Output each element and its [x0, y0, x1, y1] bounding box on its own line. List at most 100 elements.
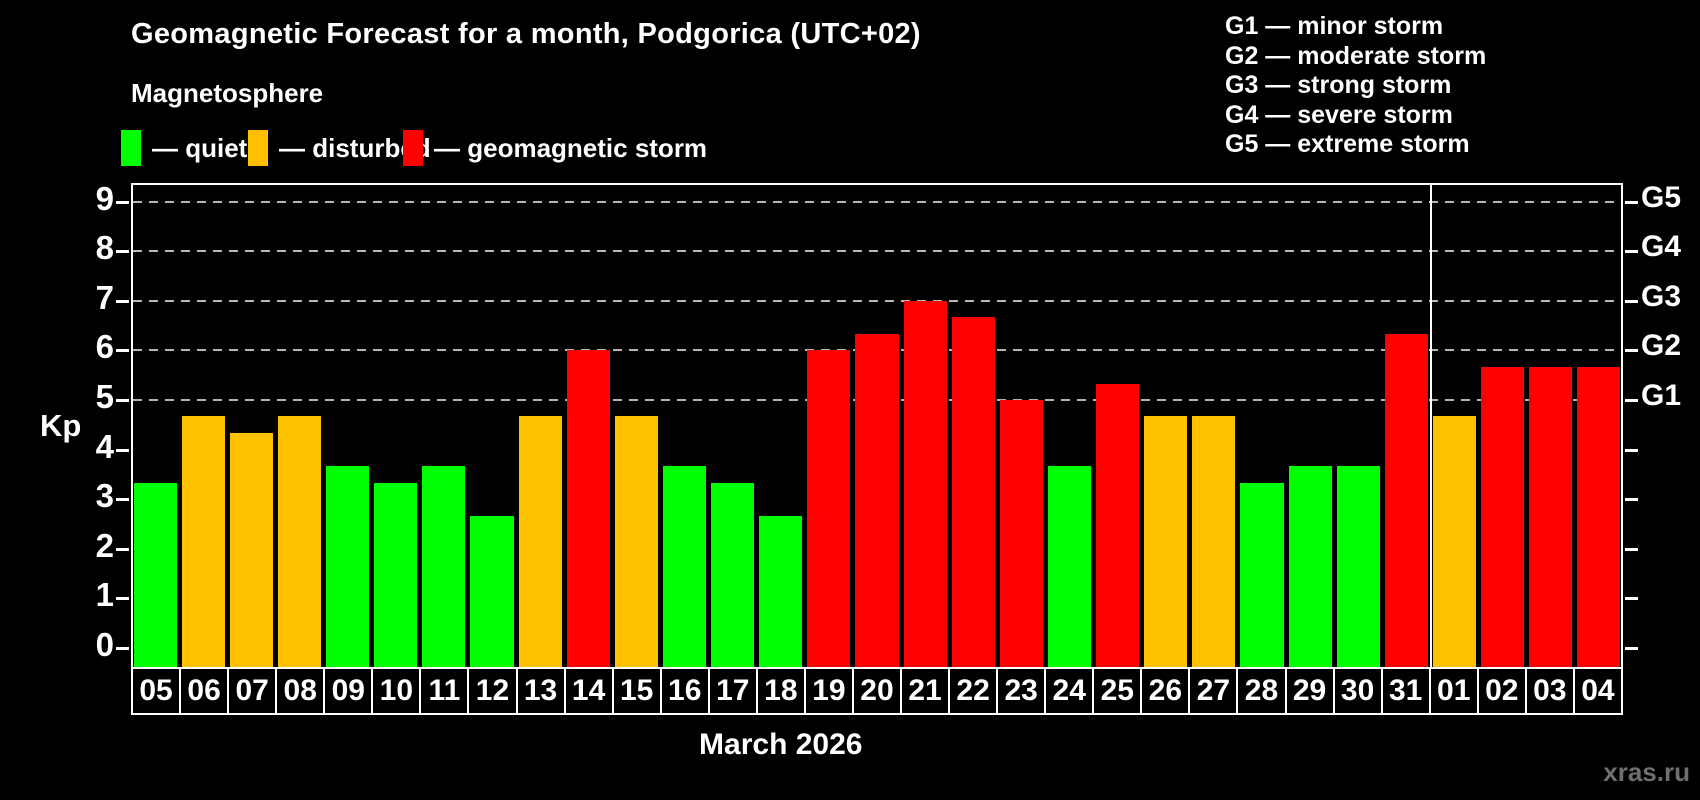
bar-day-03	[1529, 366, 1573, 667]
bar-day-14	[566, 350, 610, 667]
y-axis-label-4: 4	[95, 427, 114, 465]
gridline-kp-7	[133, 299, 1621, 302]
y-axis-tick-left-0	[116, 647, 129, 650]
magnetosphere-label: Magnetosphere	[131, 78, 324, 108]
bar-day-21	[903, 300, 947, 667]
y-axis-label-2: 2	[95, 526, 114, 564]
bar-day-06	[181, 416, 225, 667]
y-axis-tick-right-3	[1625, 498, 1638, 502]
g-scale-legend-line-3: G3 — strong storm	[1225, 71, 1452, 99]
y-axis-label-1: 1	[95, 576, 114, 614]
date-cell-01: 01	[1431, 669, 1479, 713]
bar-day-08	[277, 416, 321, 667]
y-axis-tick-right-9	[1625, 200, 1638, 204]
legend-label-quiet: — quiet	[152, 132, 248, 163]
right-axis-label-G1: G1	[1641, 379, 1682, 412]
date-cell-30: 30	[1335, 669, 1383, 713]
g-scale-legend-line-1: G1 — minor storm	[1225, 12, 1444, 40]
date-cell-27: 27	[1190, 669, 1239, 713]
g-scale-legend-line-5: G5 — extreme storm	[1225, 130, 1470, 158]
y-axis-tick-right-1	[1625, 597, 1638, 601]
date-cell-19: 19	[806, 669, 854, 713]
legend-item-quiet: — quiet	[121, 128, 247, 168]
bar-day-01	[1432, 416, 1477, 667]
g-scale-legend: G1 — minor storm G2 — moderate storm G3 — …	[1225, 12, 1486, 160]
date-cell-11: 11	[421, 669, 470, 713]
bar-day-25	[1096, 383, 1140, 667]
date-cell-08: 08	[277, 669, 326, 713]
bar-day-24	[1047, 466, 1092, 667]
y-axis-tick-left-5	[116, 399, 129, 402]
bar-day-19	[807, 350, 851, 667]
g-scale-legend-line-4: G4 — severe storm	[1225, 100, 1453, 129]
y-axis-tick-right-4	[1625, 448, 1638, 452]
bar-day-04	[1577, 366, 1621, 667]
bar-day-28	[1240, 482, 1284, 667]
bar-day-18	[759, 515, 803, 667]
date-cell-16: 16	[662, 669, 710, 713]
date-cell-15: 15	[614, 669, 662, 713]
bar-day-10	[374, 482, 418, 667]
date-cell-23: 23	[998, 669, 1047, 713]
gridline-kp-8	[133, 250, 1621, 253]
legend-label-storm: — geomagnetic storm	[434, 132, 708, 163]
date-cell-24: 24	[1046, 669, 1095, 713]
quiet-color-swatch-icon	[121, 130, 141, 166]
y-axis-label-3: 3	[95, 477, 114, 515]
bar-day-26	[1144, 416, 1188, 667]
date-cell-06: 06	[181, 669, 230, 713]
bar-day-13	[518, 416, 562, 667]
bar-day-02	[1481, 366, 1525, 667]
y-axis-tick-left-1	[116, 597, 129, 601]
x-axis-title: March 2026	[699, 728, 863, 761]
y-axis-tick-left-9	[116, 200, 129, 204]
bar-day-27	[1192, 416, 1236, 667]
y-axis-label-5: 5	[95, 378, 114, 415]
date-cell-18: 18	[758, 669, 806, 713]
date-cell-31: 31	[1383, 669, 1431, 713]
y-axis-tick-right-2	[1625, 547, 1638, 551]
month-separator-line	[1429, 185, 1432, 667]
bar-day-20	[855, 334, 899, 667]
bar-day-17	[711, 482, 755, 667]
bar-day-31	[1384, 334, 1428, 667]
right-axis-label-G3: G3	[1641, 279, 1682, 313]
legend-item-storm: — geomagnetic storm	[403, 128, 707, 168]
right-axis-label-G2: G2	[1641, 329, 1682, 363]
g-scale-legend-line-2: G2 — moderate storm	[1225, 41, 1487, 70]
bar-day-07	[229, 433, 273, 667]
y-axis-tick-left-8	[116, 250, 129, 254]
y-axis-label-7: 7	[95, 278, 114, 316]
date-cell-04: 04	[1581, 674, 1615, 707]
date-cell-29: 29	[1287, 669, 1335, 713]
date-cell-26: 26	[1142, 669, 1191, 713]
date-cell-17: 17	[710, 669, 758, 713]
bar-day-05	[133, 482, 177, 667]
date-cell-03: 03	[1527, 669, 1575, 713]
gridline-kp-9	[133, 200, 1621, 203]
y-axis-tick-left-3	[116, 498, 129, 502]
y-axis-tick-left-2	[116, 547, 129, 551]
bar-day-11	[422, 466, 466, 667]
date-cell-13: 13	[518, 669, 566, 713]
bar-day-23	[999, 400, 1043, 667]
bar-day-12	[470, 515, 514, 667]
y-axis-tick-right-5	[1625, 399, 1638, 402]
bar-day-16	[662, 466, 707, 667]
y-axis-tick-right-8	[1625, 250, 1638, 254]
y-axis-label-6: 6	[95, 328, 114, 366]
date-cell-07: 07	[229, 669, 278, 713]
date-cell-12: 12	[469, 669, 518, 713]
date-cell-05: 05	[133, 669, 182, 713]
x-axis-date-strip: 05 06 07 08 09 10 11 12 13 14 15 16 17 18 19 20 21 22 23 24…	[131, 667, 1623, 715]
right-axis-label-G4: G4	[1641, 230, 1682, 264]
y-axis-tick-left-7	[116, 299, 129, 303]
date-cell-25: 25	[1094, 669, 1143, 713]
date-cell-14: 14	[566, 669, 614, 713]
bar-day-22	[951, 317, 995, 667]
bar-day-15	[614, 416, 658, 667]
date-cell-28: 28	[1238, 669, 1287, 713]
right-axis-label-G5: G5	[1641, 180, 1682, 214]
y-axis-title: Kp	[40, 408, 82, 443]
